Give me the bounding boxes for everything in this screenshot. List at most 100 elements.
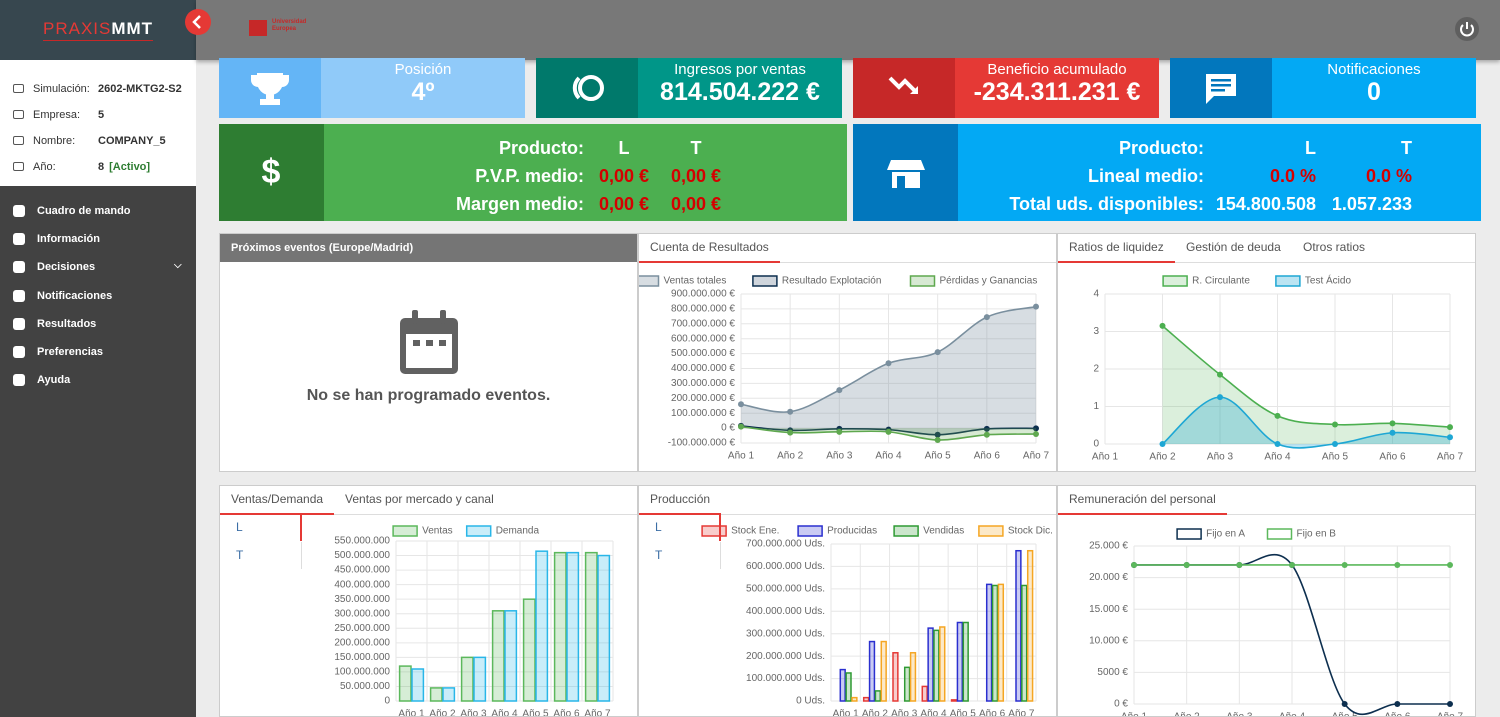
y-tick-label: 400.000.000 € [671,363,735,374]
kpi-value: 814.504.222 € [660,78,820,106]
y-tick-label: 2 [1093,364,1099,375]
tab[interactable]: Ratios de liquidez [1058,234,1175,263]
product-cell: L [1305,138,1316,158]
legend-label: Test Ácido [1305,274,1352,287]
menu-icon [13,233,25,246]
x-tick-label: Año 3 [1207,452,1234,463]
x-tick-label: Año 7 [1437,452,1464,463]
legend-swatch [701,525,727,537]
menu-item[interactable]: Resultados [0,311,196,337]
kpi-card: Beneficio acumulado -234.311.231 € [853,58,1159,118]
point [787,429,794,436]
menu-item[interactable]: Preferencias [0,339,196,365]
x-tick-label: Año 1 [728,451,755,462]
product-cell: 154.800.508 [1215,194,1316,214]
area [741,425,1036,435]
info-label: Nombre: [33,135,76,147]
point [1183,561,1190,568]
info-label: Año: [33,161,56,173]
menu-item[interactable]: Ayuda [0,367,196,393]
side-tab[interactable]: T [639,542,721,569]
y-tick-label: 600.000.000 Uds. [746,561,825,572]
sidebar: PRAXISMMT Simulación: 2602-MKTG2-S2 Empres… [0,0,196,717]
x-tick-label: Año 7 [1437,712,1464,717]
info-value-text: 8 [98,161,105,173]
side-tab[interactable]: L [639,514,721,541]
menu-item[interactable]: Cuadro de mando [0,198,196,224]
y-tick-label: 350.000.000 [334,594,390,605]
tab[interactable]: Ventas/Demanda [220,486,335,515]
area [741,306,1036,429]
point [934,349,941,356]
product-row: Margen medio: 0,00 € 0,00 € [324,194,728,215]
menu-label: Resultados [37,317,97,330]
bar [874,690,882,702]
area [1162,325,1450,444]
info-icon [13,162,24,171]
menu: Cuadro de mando Información Decisiones ⌵ Not… [0,186,196,717]
y-tick-label: 300.000.000 € [671,378,735,389]
chart-panel: 0 50.000.000 100.000.000 150.000.000 200.000… [219,485,638,717]
product-cell: 0,00 € [670,166,722,186]
kpi-title: Ingresos por ventas [674,61,806,78]
collapse-button[interactable] [184,8,212,36]
side-tab[interactable]: T [220,542,302,569]
info-value-text: COMPANY_5 [98,135,166,147]
point [836,428,843,435]
chevron: ⌵ [174,260,182,272]
legend-label: Demanda [496,526,540,537]
point [1341,561,1348,568]
legend-label: Fijo en A [1206,529,1245,540]
power-button[interactable] [1454,16,1480,42]
product-icon [853,124,958,221]
product-cell: 0,00 € [598,166,650,186]
menu-icon [13,205,25,217]
tab[interactable]: Gestión de deuda [1186,240,1281,254]
university-name: Universidad Europea [272,19,307,32]
bar [491,610,505,702]
x-tick-label: Año 5 [925,451,952,462]
x-tick-label: Año 2 [862,709,889,717]
tab[interactable]: Remuneración del personal [1058,486,1227,515]
bar [880,640,887,702]
tab[interactable]: Cuenta de Resultados [639,234,780,263]
x-tick-label: Año 1 [1092,452,1119,463]
tab[interactable]: Otros ratios [1303,240,1366,254]
kpi-card: Ingresos por ventas 814.504.222 € [536,58,842,118]
kpi-icon [536,58,638,118]
x-tick-label: Año 3 [460,709,487,717]
y-tick-label: 0 € [1114,699,1128,710]
product-cell: 0,00 € [598,194,650,214]
svg-text:$: $ [262,153,281,191]
menu-item[interactable]: Información [0,226,196,252]
product-row: Producto: L T [958,138,1412,159]
kpi-card: Posición 4º [219,58,525,118]
x-tick-label: Año 7 [1008,709,1035,717]
y-tick-label: 250.000.000 [334,623,390,634]
icon [251,73,289,105]
menu-item[interactable]: Decisiones ⌵ [0,254,196,280]
user-info: Simulación: 2602-MKTG2-S2 Empresa: 5 Nombre:… [0,60,196,186]
tab[interactable]: Producción [639,486,722,515]
area [741,426,1036,441]
menu-label: Información [37,233,100,246]
y-tick-label: 10.000 € [1089,635,1128,646]
chart: 0 € 5000 € 10.000 € 15.000 € 20.000 € 25.000 … [1089,528,1464,717]
legend-swatch [639,275,660,287]
bar [985,583,993,702]
point [1332,441,1338,447]
bar [939,626,946,702]
tab[interactable]: Ventas por mercado y canal [345,492,494,506]
legend-swatch [797,525,823,537]
point [885,428,892,435]
point [1217,371,1223,378]
menu-item[interactable]: Notificaciones [0,283,196,309]
legend-swatch [893,525,919,537]
menu-icon [13,374,25,387]
kpi-value: 0 [1367,78,1381,106]
bar [868,640,876,702]
info-value: 5 [98,108,104,122]
side-tab[interactable]: L [220,514,302,541]
x-tick-label: Año 1 [1121,712,1148,717]
y-tick-label: 900.000.000 € [671,289,735,300]
